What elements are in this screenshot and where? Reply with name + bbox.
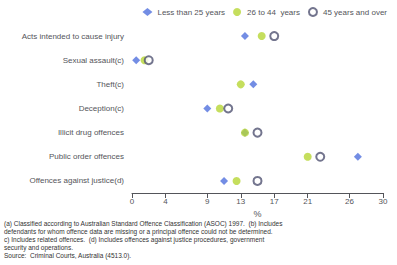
svg-text:defendants for whom offence da: defendants for whom offence data are mis… <box>4 228 273 236</box>
svg-text:Sexual assault(c): Sexual assault(c) <box>63 56 125 65</box>
svg-text:9: 9 <box>205 197 210 206</box>
svg-text:4: 4 <box>163 197 168 206</box>
svg-text:%: % <box>253 209 261 219</box>
svg-text:Illicit drug offences: Illicit drug offences <box>58 128 124 137</box>
svg-text:Deception(c): Deception(c) <box>79 104 125 113</box>
svg-text:45 years and over: 45 years and over <box>323 8 387 17</box>
svg-text:Public order offences: Public order offences <box>49 152 124 161</box>
svg-text:Acts intended to cause injury: Acts intended to cause injury <box>22 32 124 41</box>
svg-text:13: 13 <box>236 197 245 206</box>
svg-text:0: 0 <box>130 197 135 206</box>
svg-text:c) Includes related offences.: c) Includes related offences. (d) Includ… <box>4 236 264 244</box>
svg-text:Theft(c): Theft(c) <box>96 80 124 89</box>
svg-text:21: 21 <box>303 197 312 206</box>
svg-text:26: 26 <box>345 197 354 206</box>
svg-text:security and operations.: security and operations. <box>4 244 73 252</box>
svg-text:Source: Criminal Courts, Aust: Source: Criminal Courts, Australia (4513… <box>4 252 131 260</box>
svg-text:30: 30 <box>379 197 388 206</box>
svg-text:Less than 25 years: Less than 25 years <box>157 8 225 17</box>
svg-text:17: 17 <box>270 197 279 206</box>
svg-text:Offences against justice(d): Offences against justice(d) <box>29 176 124 185</box>
svg-text:(a) Classified according to Au: (a) Classified according to Australian S… <box>4 220 283 228</box>
svg-text:26 to 44 years: 26 to 44 years <box>247 8 300 17</box>
